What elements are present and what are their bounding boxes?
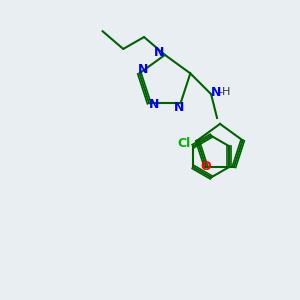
Text: N: N <box>154 46 165 59</box>
Text: N: N <box>174 101 184 114</box>
Text: O: O <box>201 160 212 173</box>
Text: N: N <box>210 86 221 99</box>
Text: N: N <box>138 63 148 76</box>
Text: Cl: Cl <box>178 137 191 150</box>
Text: -H: -H <box>218 87 231 97</box>
Text: N: N <box>149 98 160 111</box>
